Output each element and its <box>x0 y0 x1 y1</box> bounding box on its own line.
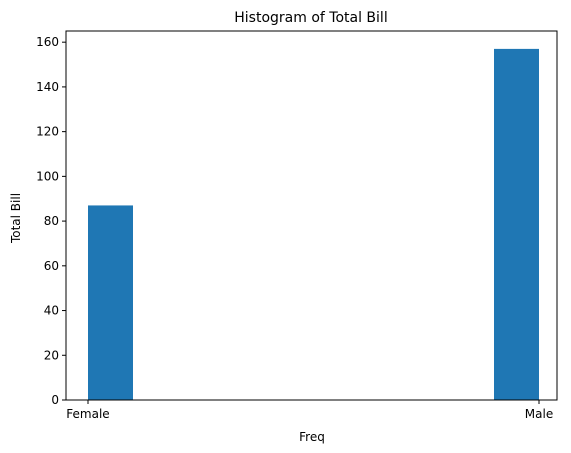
y-tick-label-100: 100 <box>36 169 59 183</box>
plot-area: 0 20 40 60 80 100 120 140 160 Female Male <box>36 30 558 421</box>
chart-title: Histogram of Total Bill <box>234 10 387 26</box>
bar-male <box>494 48 539 401</box>
x-axis-label: Freq <box>299 430 325 444</box>
y-tick-label-0: 0 <box>51 393 59 407</box>
y-tick-label-60: 60 <box>44 259 59 273</box>
bar-female <box>88 205 133 400</box>
y-tick-label-160: 160 <box>36 35 59 49</box>
x-tick-label-female: Female <box>66 407 109 421</box>
y-tick-label-40: 40 <box>44 304 59 318</box>
axes-frame <box>65 30 558 401</box>
y-tick-label-120: 120 <box>36 125 59 139</box>
y-tick-label-20: 20 <box>44 348 59 362</box>
y-tick-label-140: 140 <box>36 80 59 94</box>
x-tick-label-male: Male <box>525 407 553 421</box>
y-tick-label-80: 80 <box>44 214 59 228</box>
y-axis-label: Total Bill <box>9 193 23 244</box>
